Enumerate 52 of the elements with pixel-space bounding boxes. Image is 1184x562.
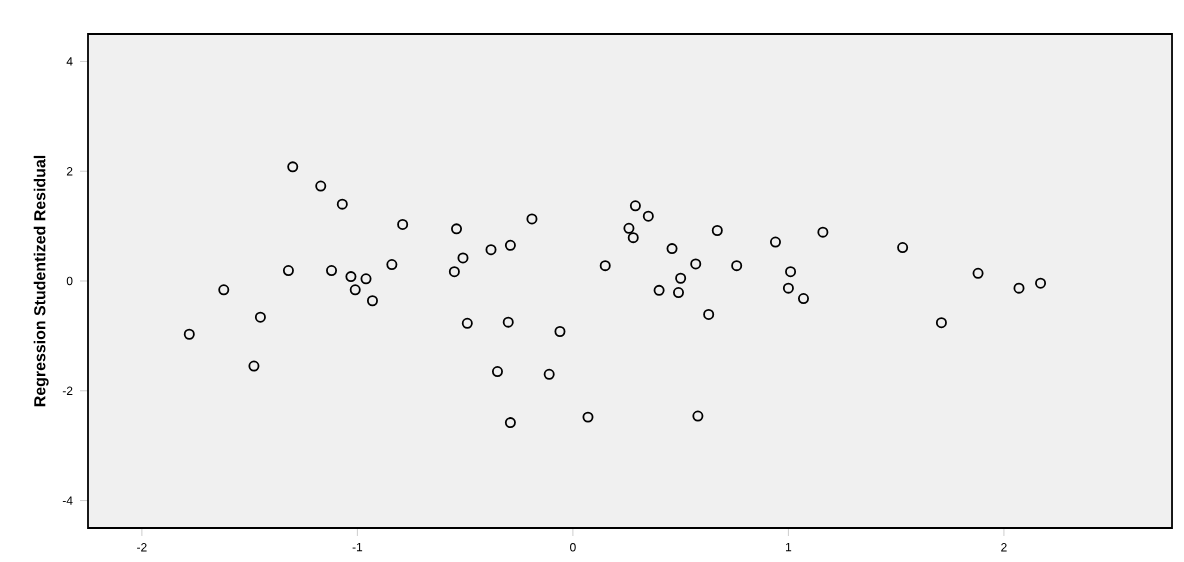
point xyxy=(287,161,299,173)
point xyxy=(675,272,687,284)
point xyxy=(448,266,460,278)
point xyxy=(457,252,469,264)
point xyxy=(543,368,555,380)
point xyxy=(349,284,361,296)
point xyxy=(397,218,409,230)
point xyxy=(599,260,611,272)
point xyxy=(629,200,641,212)
point xyxy=(254,311,266,323)
point xyxy=(366,295,378,307)
point xyxy=(504,239,516,251)
point xyxy=(785,266,797,278)
point xyxy=(218,284,230,296)
point xyxy=(1013,282,1025,294)
point xyxy=(731,260,743,272)
point xyxy=(1035,277,1047,289)
point xyxy=(554,326,566,337)
point xyxy=(386,259,398,271)
point xyxy=(623,222,635,234)
point xyxy=(491,366,503,378)
point xyxy=(461,317,473,329)
point xyxy=(666,243,678,255)
point xyxy=(897,242,909,254)
point xyxy=(935,317,947,329)
point xyxy=(582,411,594,423)
point xyxy=(451,223,463,235)
point xyxy=(336,198,348,210)
point xyxy=(282,265,294,277)
point xyxy=(183,328,195,340)
point xyxy=(972,267,984,279)
point xyxy=(326,265,338,277)
point xyxy=(485,244,497,256)
point xyxy=(797,293,809,305)
point xyxy=(653,284,665,296)
point xyxy=(703,308,715,320)
point xyxy=(769,236,781,248)
point xyxy=(817,226,829,238)
point xyxy=(345,271,357,283)
point xyxy=(504,417,516,429)
point xyxy=(711,225,723,236)
point xyxy=(642,210,654,222)
point xyxy=(315,180,327,192)
point xyxy=(690,258,702,270)
point xyxy=(502,316,514,328)
point xyxy=(627,232,639,244)
point xyxy=(782,282,794,294)
point xyxy=(526,213,538,225)
point xyxy=(673,287,684,299)
point xyxy=(692,410,704,422)
point xyxy=(360,273,372,285)
point xyxy=(248,360,260,372)
